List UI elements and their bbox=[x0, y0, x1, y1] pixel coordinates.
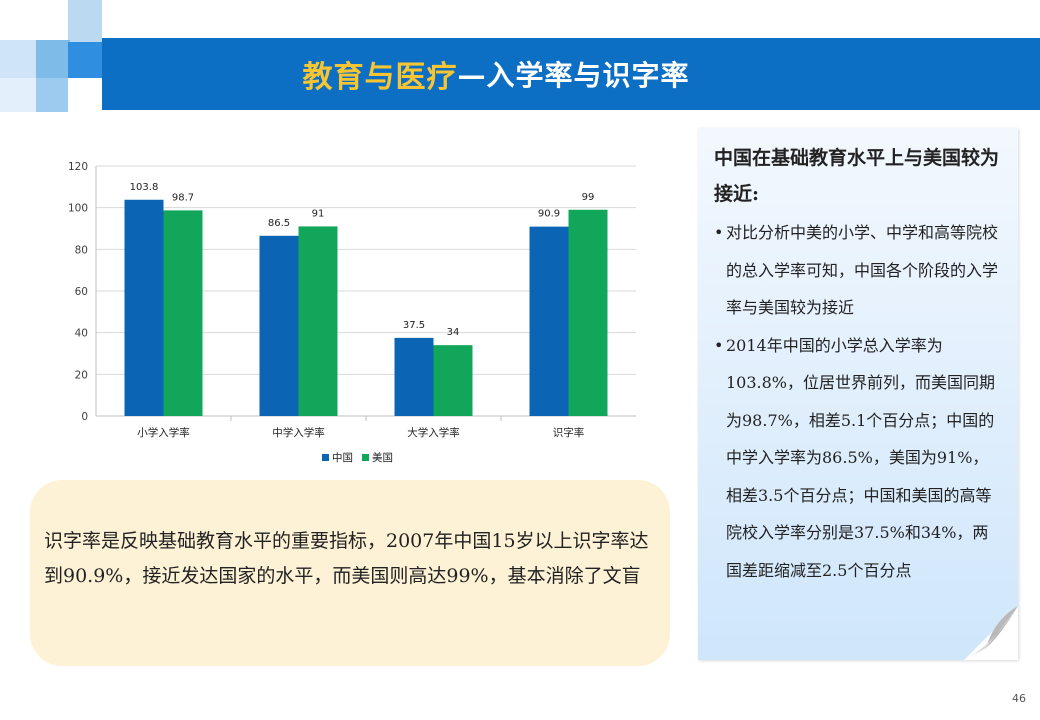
decor-square bbox=[36, 40, 70, 78]
data-label: 34 bbox=[447, 327, 460, 338]
bar-usa bbox=[298, 226, 338, 416]
y-tick-label: 40 bbox=[75, 328, 88, 340]
data-label: 103.8 bbox=[130, 182, 159, 193]
bar-usa bbox=[163, 210, 203, 416]
category-label: 中学入学率 bbox=[272, 426, 325, 439]
decor-square bbox=[0, 78, 38, 112]
bar-china bbox=[124, 199, 164, 416]
y-tick-label: 0 bbox=[81, 411, 88, 423]
decor-square bbox=[68, 0, 102, 42]
data-label: 99 bbox=[582, 192, 595, 203]
category-label: 识字率 bbox=[553, 426, 585, 439]
summary-panel: 中国在基础教育水平上与美国较为接近: • 对比分析中美的小学、中学和高等院校的总… bbox=[698, 128, 1018, 660]
y-tick-label: 80 bbox=[75, 244, 88, 256]
bar-china bbox=[259, 235, 299, 416]
data-label: 98.7 bbox=[172, 192, 194, 203]
note-text: 识字率是反映基础教育水平的重要指标，2007年中国15岁以上识字率达到90.9%… bbox=[44, 530, 649, 587]
bullet-dot: • bbox=[714, 223, 724, 242]
bullet-dot: • bbox=[714, 335, 724, 355]
y-tick-label: 100 bbox=[68, 203, 88, 215]
literacy-note: 识字率是反映基础教育水平的重要指标，2007年中国15岁以上识字率达到90.9%… bbox=[30, 480, 670, 666]
y-tick-label: 120 bbox=[68, 161, 88, 173]
legend-swatch bbox=[362, 454, 369, 461]
title-main: 教育与医疗 bbox=[302, 60, 458, 95]
data-label: 37.5 bbox=[403, 320, 425, 331]
bullet-text: 对比分析中美的小学、中学和高等院校的总入学率可知，中国各个阶段的入学率与美国较为… bbox=[726, 223, 999, 317]
bullet-text: 2014年中国的小学总入学率为103.8%，位居世界前列，而美国同期为98.7%… bbox=[726, 335, 996, 580]
data-label: 90.9 bbox=[538, 209, 560, 220]
bar-china bbox=[529, 226, 569, 416]
decor-square bbox=[36, 78, 68, 112]
title-banner: 教育与医疗 —入学率与识字率 bbox=[102, 38, 1040, 110]
legend-label: 中国 bbox=[332, 451, 353, 464]
legend-label: 美国 bbox=[372, 451, 393, 464]
data-label: 91 bbox=[312, 208, 325, 219]
bar-chart: 0 20 40 60 80 100 120 小学入学率 103.8 98.7 中学入学率 86.5 91… bbox=[68, 161, 636, 464]
data-label: 86.5 bbox=[268, 218, 290, 229]
bar-usa bbox=[433, 345, 473, 416]
bar-usa bbox=[568, 209, 608, 416]
bar-china bbox=[394, 337, 434, 416]
decor-square bbox=[0, 40, 38, 78]
panel-bullet: • 对比分析中美的小学、中学和高等院校的总入学率可知，中国各个阶段的入学率与美国… bbox=[714, 214, 1002, 327]
page-number: 46 bbox=[1012, 692, 1026, 705]
title-sub: —入学率与识字率 bbox=[457, 59, 690, 92]
slide-title: 教育与医疗 —入学率与识字率 bbox=[102, 38, 1040, 110]
decor-square bbox=[68, 42, 102, 78]
category-label: 小学入学率 bbox=[137, 426, 190, 439]
category-label: 大学入学率 bbox=[407, 426, 460, 439]
page-curl-decoration bbox=[964, 606, 1018, 660]
y-tick-label: 60 bbox=[75, 286, 88, 298]
panel-bullet: • 2014年中国的小学总入学率为103.8%，位居世界前列，而美国同期为98.… bbox=[714, 327, 1002, 590]
panel-heading: 中国在基础教育水平上与美国较为接近: bbox=[714, 147, 1000, 205]
y-tick-label: 20 bbox=[75, 369, 88, 381]
legend-swatch bbox=[322, 454, 329, 461]
